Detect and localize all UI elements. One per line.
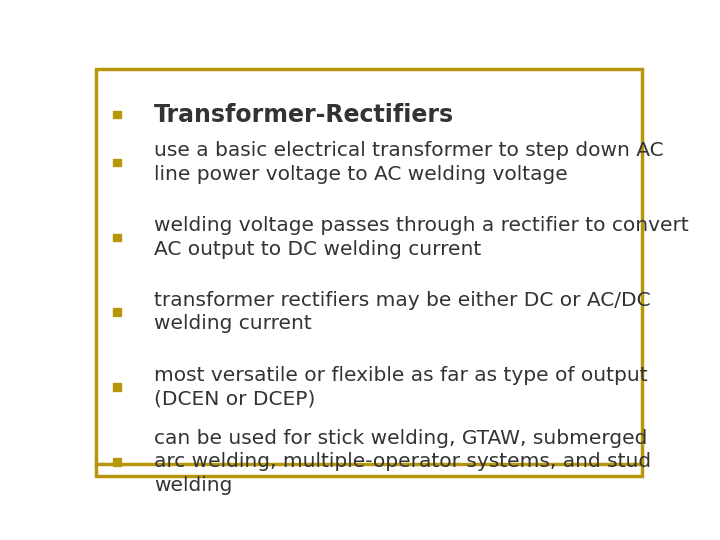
Text: use a basic electrical transformer to step down AC
line power voltage to AC weld: use a basic electrical transformer to st… [154,141,664,184]
Text: transformer rectifiers may be either DC or AC/DC
welding current: transformer rectifiers may be either DC … [154,291,651,334]
Bar [114,234,121,241]
Bar [114,159,121,166]
Bar [114,458,121,465]
Text: most versatile or flexible as far as type of output
(DCEN or DCEP): most versatile or flexible as far as typ… [154,366,648,408]
Bar [114,383,121,391]
Bar [114,308,121,316]
Text: can be used for stick welding, GTAW, submerged
arc welding, multiple-operator sy: can be used for stick welding, GTAW, sub… [154,429,652,495]
Text: Transformer-Rectifiers: Transformer-Rectifiers [154,103,454,127]
Bar [114,111,121,118]
Text: welding voltage passes through a rectifier to convert
AC output to DC welding cu: welding voltage passes through a rectifi… [154,216,689,259]
